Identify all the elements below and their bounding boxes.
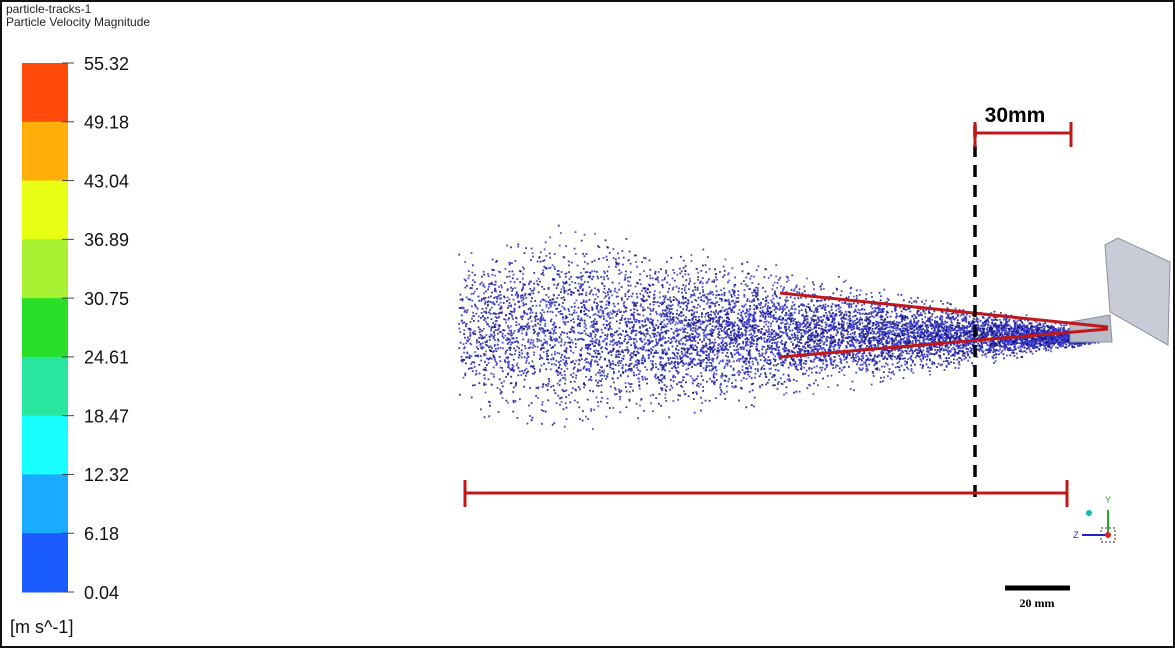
legend-band [22,298,68,357]
legend-label: 55.32 [84,54,129,74]
viewport: particle-tracks-1 Particle Velocity Magn… [0,0,1175,648]
legend-label: 24.61 [84,348,129,368]
legend-label: 43.04 [84,171,129,191]
legend-band [22,239,68,298]
legend-label: 12.32 [84,465,129,485]
distance-label: 30mm [985,104,1046,127]
legend-band [22,357,68,416]
frame [1,1,1174,647]
legend-label: 30.75 [84,289,129,309]
legend-label: 36.89 [84,230,129,250]
axis-label: Z [1073,530,1079,540]
axis-label: Y [1105,495,1111,505]
legend-label: 6.18 [84,524,119,544]
object-title: particle-tracks-1 [6,2,92,16]
legend-band [22,122,68,181]
legend-label: 49.18 [84,113,129,133]
legend-unit: [m s^-1] [10,617,73,637]
legend-label: 18.47 [84,406,129,426]
legend-band [22,63,68,122]
scale-label: 20 mm [1020,596,1055,610]
legend-label: 0.04 [84,583,119,603]
legend-band [22,533,68,592]
legend-band [22,474,68,533]
variable-title: Particle Velocity Magnitude [6,15,150,29]
legend-band [22,181,68,240]
legend-band [22,416,68,475]
